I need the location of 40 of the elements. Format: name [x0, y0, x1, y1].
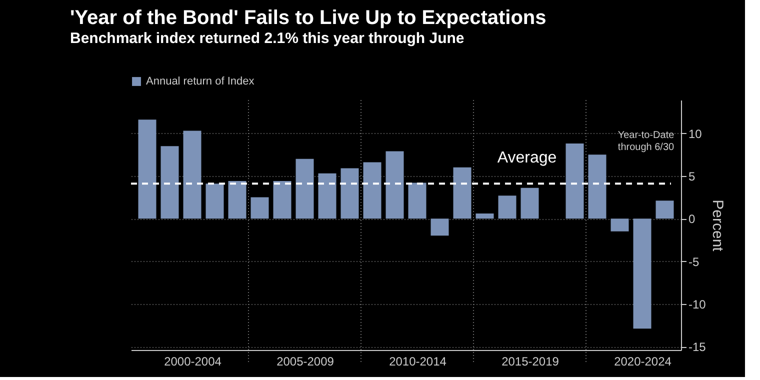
bar: [228, 181, 246, 219]
y-tick-label: -15: [688, 340, 706, 354]
bar: [656, 200, 674, 219]
bar: [318, 173, 336, 219]
y-tick-label: 10: [688, 126, 702, 141]
bar: [476, 213, 494, 219]
bar: [160, 146, 179, 219]
bar: [138, 120, 156, 219]
x-tick-label: 2000-2004: [164, 354, 222, 368]
bar: [296, 158, 314, 219]
y-axis-title: Percent: [708, 200, 726, 252]
bar: [386, 151, 404, 219]
bar: [250, 197, 269, 219]
y-tick-label: -5: [688, 254, 700, 269]
bar: [453, 167, 472, 219]
bar: [430, 218, 449, 236]
bar: [183, 130, 202, 219]
y-tick-label: 0: [688, 212, 696, 226]
annotation: Year-to-Date through 6/30: [618, 130, 675, 153]
bar: [206, 184, 224, 219]
x-tick-label: 2015-2019: [502, 354, 560, 368]
x-tick-label: 2005-2009: [276, 354, 334, 368]
bar: [633, 218, 652, 329]
chart-subtitle: Benchmark index returned 2.1% this year through June: [70, 30, 464, 47]
bar: [340, 168, 359, 219]
bar: [498, 196, 516, 219]
y-tick-label: -10: [688, 297, 706, 312]
bar: [588, 154, 606, 219]
ref-line-label: Average: [497, 150, 557, 167]
legend-label: Annual return of Index: [146, 76, 255, 88]
bar: [273, 181, 292, 219]
x-tick-label: 2020-2024: [614, 354, 672, 368]
bar: [520, 188, 539, 219]
y-tick-label: 5: [688, 169, 696, 184]
chart-title: 'Year of the Bond' Fails to Live Up to Expectations: [70, 7, 546, 29]
bar: [566, 144, 584, 219]
bar: [610, 218, 629, 232]
bar: [363, 162, 382, 219]
x-tick-label: 2010-2014: [389, 354, 447, 368]
bar: [408, 182, 426, 219]
